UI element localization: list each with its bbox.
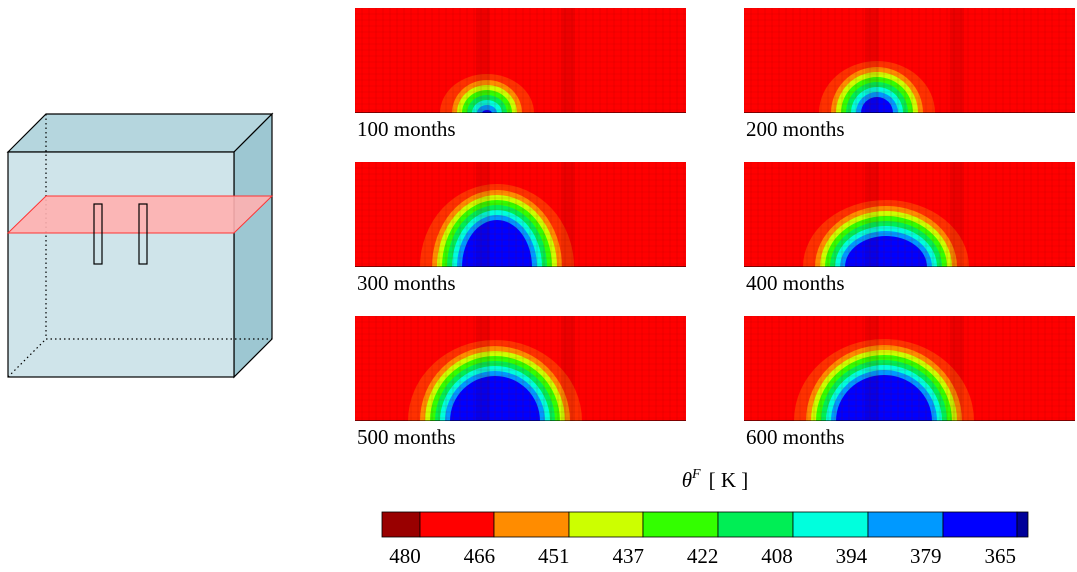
colorbar-label: 408 [761,544,793,568]
panel-label: 300 months [357,271,456,295]
panel-label: 500 months [357,425,456,449]
colorbar-cell [569,512,643,537]
cube-front [8,152,234,377]
colorbar-cell [1017,512,1028,537]
colorbar-label: 437 [612,544,644,568]
title-symbol: θ [682,468,692,492]
colorbar-label: 394 [836,544,868,568]
section-plane [8,196,272,233]
panel-label: 400 months [746,271,845,295]
cube-side [234,114,272,377]
panel-label: 600 months [746,425,845,449]
colorbar-cell [494,512,569,537]
colorbar-cell [793,512,868,537]
colorbar-cell [943,512,1017,537]
panel-label: 200 months [746,117,845,141]
colorbar-label: 451 [538,544,570,568]
colorbar-cell [420,512,494,537]
colorbar-label: 365 [984,544,1016,568]
colorbar-cell [382,512,420,537]
title-unit: [ K ] [709,468,749,492]
panel-label: 100 months [357,117,456,141]
colorbar: 480 466 451 437 422 408 394 379 365 [382,512,1028,568]
colorbar-cell [643,512,718,537]
panels: 100 months 200 months 300 months 400 months… [355,8,1075,503]
panel [355,316,686,502]
panel [744,8,1075,165]
figure: 100 months 200 months 300 months 400 months… [0,0,1077,572]
panel [744,316,1075,503]
colorbar-cell [718,512,793,537]
colorbar-label: 422 [687,544,719,568]
colorbar-cell [868,512,943,537]
colorbar-title: θF [ K ] [682,467,749,492]
colorbar-label: 466 [464,544,496,568]
title-superscript: F [691,467,701,482]
colorbar-label: 379 [910,544,942,568]
cube-top [8,114,272,152]
panel [744,162,1075,334]
colorbar-label: 480 [389,544,421,568]
domain-cube [8,114,272,377]
